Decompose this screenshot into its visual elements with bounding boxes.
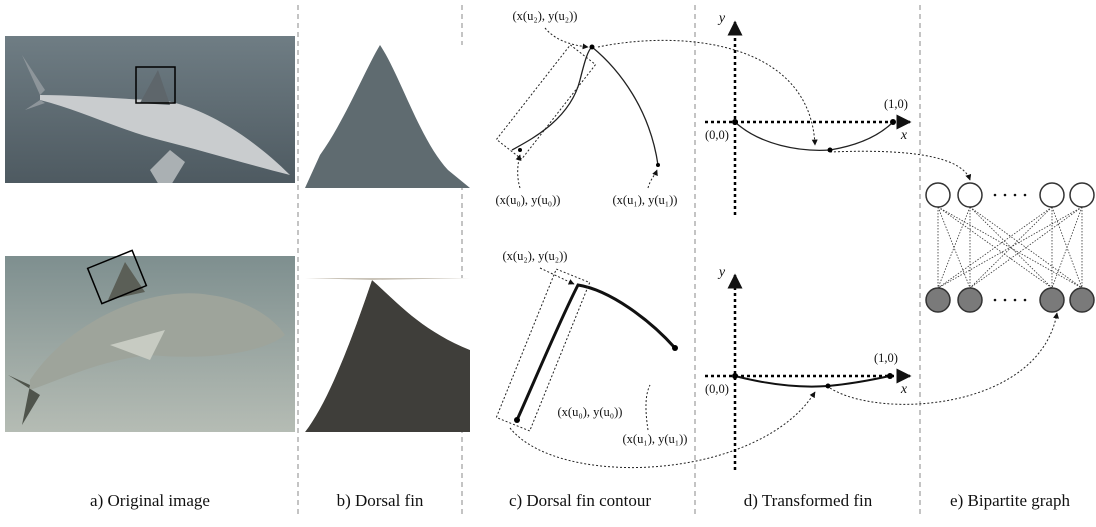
point: [672, 345, 678, 351]
crop-box: [86, 249, 148, 305]
caption: b) Dorsal fin: [337, 491, 424, 510]
photo-top: [5, 36, 295, 183]
axis-label: y: [717, 11, 726, 26]
edge: [1051, 206, 1083, 289]
node-bottom: [1069, 287, 1095, 313]
photo-bottom: [5, 256, 295, 432]
node-top: [957, 182, 983, 208]
segment-box: [495, 268, 591, 432]
point: [656, 163, 660, 167]
arrow: [829, 150, 972, 181]
ellipsis-dot: [1013, 298, 1017, 302]
point-label: (x(u₀), y(u₀)): [496, 193, 561, 207]
axis-label: x: [900, 128, 908, 143]
point: [887, 373, 893, 379]
caption: a) Original image: [90, 491, 210, 510]
node-bottom: [957, 287, 983, 313]
end-label: (1,0): [874, 351, 898, 365]
point-label: (x(u₁), y(u₁)): [623, 432, 688, 446]
caption: d) Transformed fin: [744, 491, 873, 510]
point: [825, 383, 831, 389]
ellipsis-dot: [993, 298, 997, 302]
contour-bottom: [515, 283, 677, 421]
point-label: (x(u₀), y(u₀)): [558, 405, 623, 419]
point-label: (x(u₁), y(u₁)): [613, 193, 678, 207]
caption: e) Bipartite graph: [950, 491, 1070, 510]
edge: [937, 206, 1053, 289]
edge: [937, 206, 971, 289]
caption: c) Dorsal fin contour: [509, 491, 651, 510]
point: [589, 44, 595, 50]
segment-box: [495, 44, 597, 160]
ellipsis-dot: [1023, 193, 1027, 197]
arrow: [647, 169, 658, 189]
arrow: [829, 312, 1060, 405]
ellipsis-dot: [993, 193, 997, 197]
point: [732, 119, 738, 125]
arrow: [509, 391, 816, 468]
bipartite-graph: [925, 182, 1095, 313]
node-top: [1039, 182, 1065, 208]
fin-top: [305, 45, 470, 188]
arrow: [515, 154, 522, 189]
edge: [969, 206, 1053, 289]
edge: [969, 206, 1083, 289]
ellipsis-dot: [1003, 193, 1007, 197]
point: [732, 373, 738, 379]
ellipsis-dot: [1003, 298, 1007, 302]
ellipsis-dot: [1023, 298, 1027, 302]
point: [514, 417, 520, 423]
contour-top: [511, 46, 659, 166]
ellipsis-dot: [1013, 193, 1017, 197]
edge: [937, 206, 971, 289]
edge: [937, 206, 1083, 289]
crop-box: [135, 66, 176, 104]
node-bottom: [925, 287, 951, 313]
arrow: [539, 267, 575, 285]
origin-label: (0,0): [705, 382, 729, 396]
node-top: [925, 182, 951, 208]
end-label: (1,0): [884, 97, 908, 111]
node-bottom: [1039, 287, 1065, 313]
point: [827, 147, 833, 153]
node-top: [1069, 182, 1095, 208]
point-label: (x(u₂), y(u₂)): [503, 249, 568, 263]
axis-label: x: [900, 382, 908, 397]
fin-bottom: [305, 280, 470, 432]
point: [890, 119, 896, 125]
transformed-curve: [734, 375, 891, 388]
axis-label: y: [717, 265, 726, 280]
point-label: (x(u₂), y(u₂)): [513, 9, 578, 23]
arrow: [645, 384, 651, 431]
edge: [937, 206, 1083, 289]
point: [518, 148, 522, 152]
arrow: [544, 27, 589, 50]
origin-label: (0,0): [705, 128, 729, 142]
fin-background: [305, 278, 470, 432]
transformed-curve: [734, 121, 894, 151]
